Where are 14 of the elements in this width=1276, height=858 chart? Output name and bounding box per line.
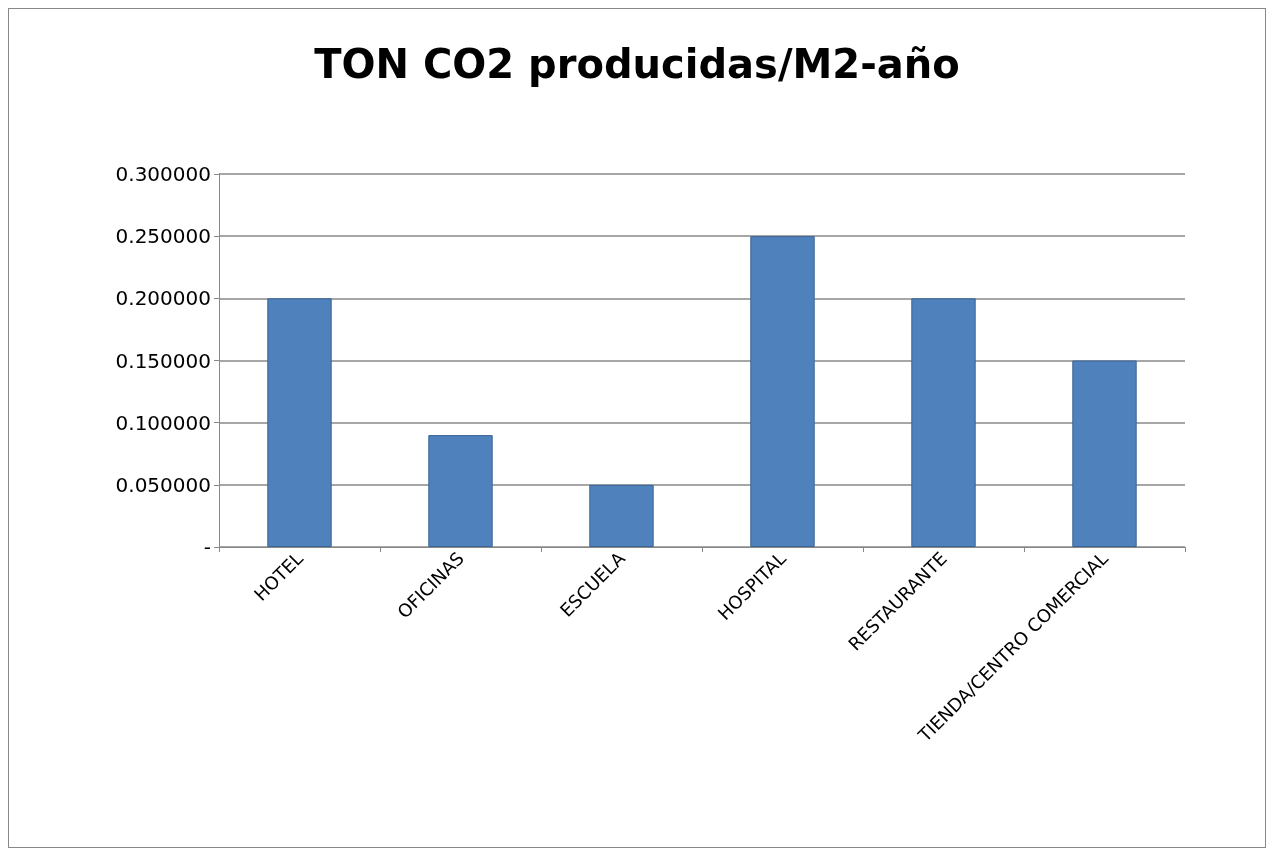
y-tick-label: 0.200000 (115, 286, 211, 311)
bar (428, 435, 493, 547)
y-tick-label: 0.050000 (115, 472, 211, 497)
bar (267, 298, 332, 547)
chart-title: TON CO2 producidas/M2-año (314, 41, 960, 87)
bar (1072, 360, 1137, 547)
bar (750, 236, 815, 547)
bar (911, 298, 976, 547)
bar (589, 484, 654, 547)
y-tick-label: 0.150000 (115, 348, 211, 373)
y-tick-label: 0.300000 (115, 162, 211, 186)
y-tick-label: 0.250000 (115, 224, 211, 249)
y-tick-label: - (203, 535, 211, 559)
y-tick-label: 0.100000 (115, 410, 211, 435)
